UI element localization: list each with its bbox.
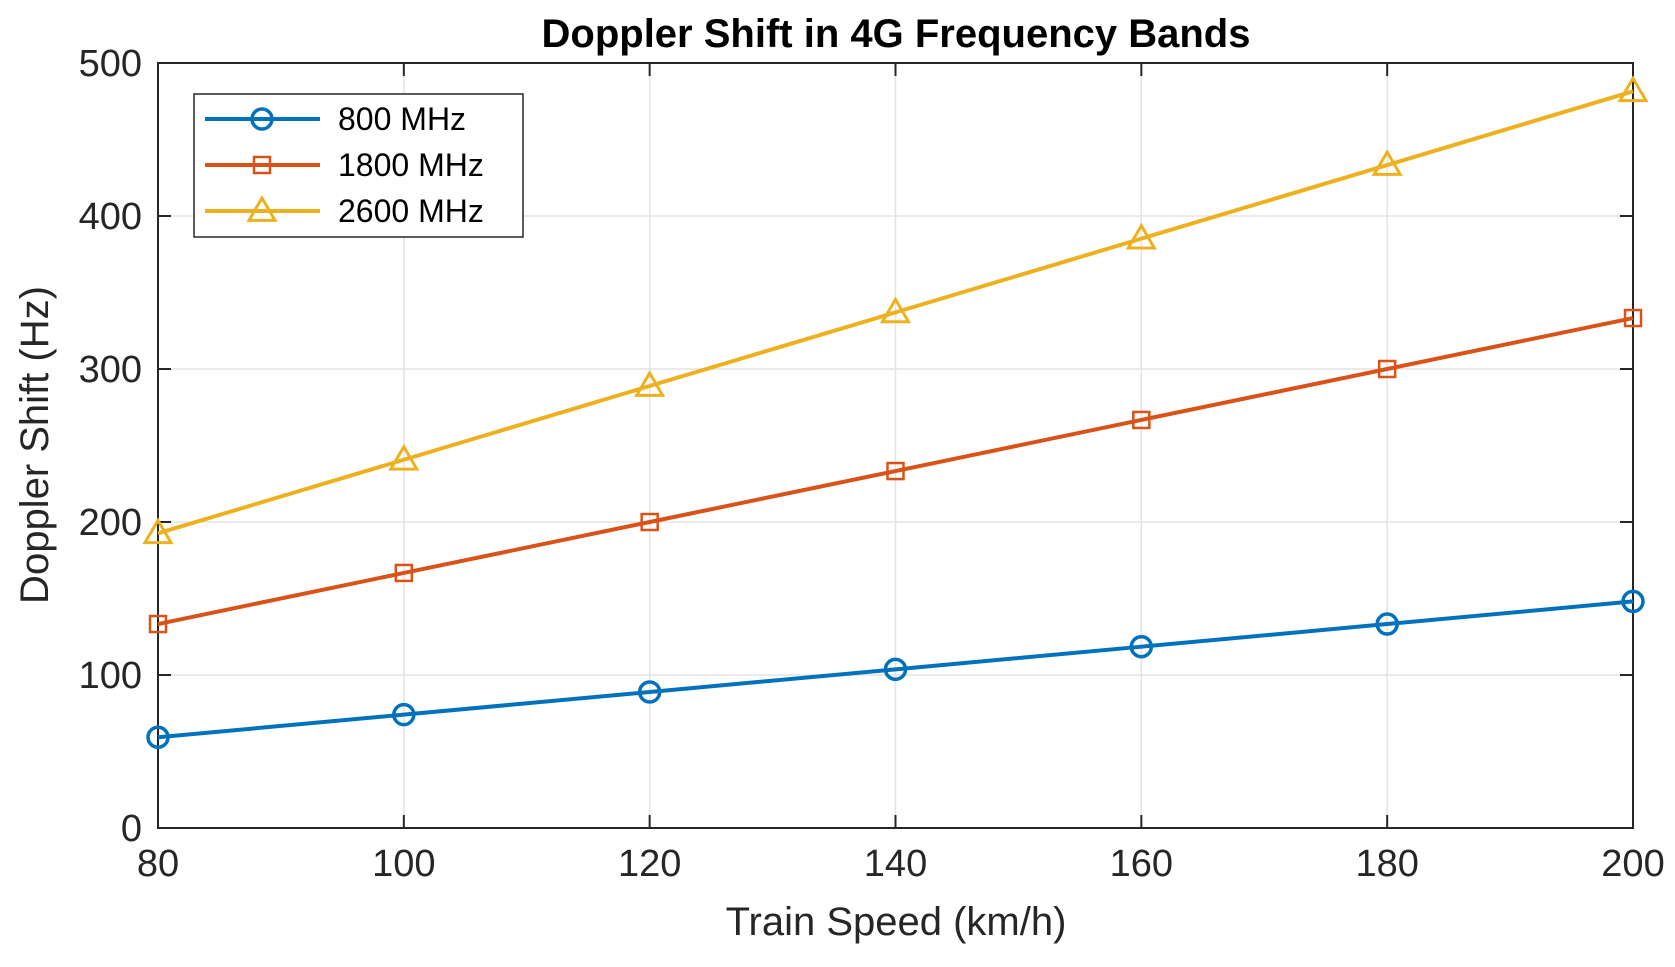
data-point xyxy=(146,725,170,750)
x-tick-label: 180 xyxy=(1355,843,1418,885)
axes xyxy=(157,62,1634,829)
data-point xyxy=(1617,75,1649,103)
data-point xyxy=(634,369,666,397)
legend-marker xyxy=(252,155,272,175)
legend-label: 1800 MHz xyxy=(338,147,484,183)
x-tick-label: 100 xyxy=(372,843,435,885)
data-point xyxy=(640,512,659,532)
data-point xyxy=(637,680,662,704)
y-tick-label: 100 xyxy=(79,655,142,697)
data-point xyxy=(1375,612,1399,636)
legend-marker xyxy=(246,195,278,222)
data-point xyxy=(879,296,912,324)
x-tick-label: 120 xyxy=(618,843,681,885)
series-2600-mhz xyxy=(142,75,1649,545)
chart-title: Doppler Shift in 4G Frequency Bands xyxy=(542,12,1251,56)
y-tick-label: 400 xyxy=(79,196,142,238)
data-point xyxy=(1125,222,1157,250)
data-point xyxy=(394,563,414,583)
series-line xyxy=(157,316,1634,627)
tick-labels: 80 100 120 140 160 180 200 0 100 200 300 400 500 xyxy=(79,43,1665,885)
y-tick-label: 200 xyxy=(79,502,142,544)
series-1800-mhz xyxy=(148,308,1643,634)
x-tick-label: 160 xyxy=(1110,843,1173,885)
series-800-mhz xyxy=(146,589,1645,750)
data-point xyxy=(1623,308,1643,328)
data-point xyxy=(1129,634,1154,659)
y-tick-label: 500 xyxy=(79,43,142,85)
data-point xyxy=(1371,149,1403,176)
data-point xyxy=(1377,359,1397,379)
data-series xyxy=(142,75,1649,750)
legend[interactable]: 800 MHz 1800 MHz 2600 MHz xyxy=(193,93,524,238)
data-point xyxy=(1621,589,1645,614)
data-point xyxy=(883,657,908,682)
data-point xyxy=(388,443,420,471)
data-point xyxy=(142,517,174,545)
legend-entry[interactable]: 1800 MHz xyxy=(205,147,484,183)
data-point xyxy=(886,461,905,481)
x-axis-label: Train Speed (km/h) xyxy=(726,900,1067,944)
data-point xyxy=(1132,410,1151,430)
x-tick-label: 200 xyxy=(1601,843,1664,885)
series-line xyxy=(157,89,1634,536)
data-point xyxy=(148,614,168,634)
y-axis-label: Doppler Shift (Hz) xyxy=(13,286,57,604)
y-tick-label: 0 xyxy=(121,808,142,850)
legend-label: 2600 MHz xyxy=(338,193,484,229)
series-line xyxy=(157,599,1634,740)
y-tick-label: 300 xyxy=(79,349,142,391)
x-tick-label: 80 xyxy=(137,843,179,885)
legend-marker xyxy=(250,107,274,131)
x-tick-label: 140 xyxy=(864,843,927,885)
legend-entry[interactable]: 800 MHz xyxy=(205,101,466,137)
legend-label: 800 MHz xyxy=(338,101,466,137)
legend-entry[interactable]: 2600 MHz xyxy=(205,193,484,229)
data-point xyxy=(392,702,416,727)
